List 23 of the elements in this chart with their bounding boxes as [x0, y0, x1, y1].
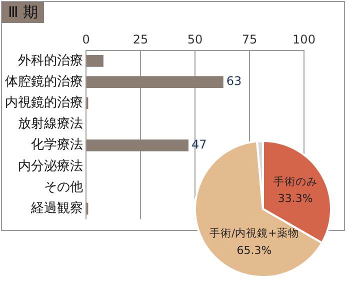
bar	[86, 55, 104, 67]
x-tick-label: 0	[82, 32, 90, 46]
x-tick-label: 75	[242, 32, 258, 46]
y-tick-label: 体腔鏡的治療	[5, 74, 83, 90]
y-tick-label: 経過観察	[30, 200, 83, 216]
x-tick-label: 50	[187, 32, 203, 46]
y-tick-label: 内分泌療法	[18, 158, 83, 174]
y-tick-label: 放射線療法	[18, 116, 83, 132]
data-label: 63	[226, 74, 242, 88]
bar	[86, 76, 224, 88]
x-tick-label: 25	[132, 32, 148, 46]
slice-label: 手術/内視鏡+薬物	[210, 226, 299, 240]
slice-label: 手術のみ	[273, 175, 318, 188]
data-label: 33.3%	[278, 192, 313, 206]
y-tick-label: 内視鏡的治療	[5, 96, 83, 111]
x-tick-label: 100	[292, 32, 316, 46]
data-label: 47	[191, 137, 207, 152]
y-tick-label: その他	[44, 180, 83, 195]
y-tick-label: 外科的治療	[18, 53, 83, 68]
chart-title: Ⅲ 期	[2, 2, 44, 23]
y-tick-label: 化学療法	[31, 138, 83, 153]
bar	[86, 139, 188, 152]
data-label: 65.3%	[236, 244, 272, 257]
